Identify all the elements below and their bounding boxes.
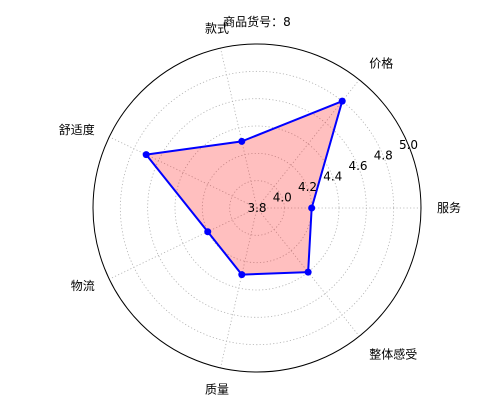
category-label: 价格 bbox=[369, 55, 393, 70]
polar-frame bbox=[92, 43, 422, 373]
radial-tick-label: 4.2 bbox=[298, 180, 317, 194]
radial-tick-label: 5.0 bbox=[399, 138, 418, 152]
data-point bbox=[338, 97, 346, 105]
angular-gridline bbox=[220, 207, 258, 368]
category-label: 质量 bbox=[205, 382, 229, 396]
data-point bbox=[238, 271, 246, 279]
category-label: 物流 bbox=[71, 279, 95, 293]
data-point bbox=[304, 268, 312, 276]
angular-gridline bbox=[109, 136, 258, 209]
data-point bbox=[238, 137, 246, 145]
data-point bbox=[308, 204, 316, 212]
series-fill bbox=[146, 101, 343, 275]
radial-tick-label: 4.6 bbox=[348, 159, 367, 173]
category-label: 整体感受 bbox=[369, 347, 417, 362]
angular-gridline bbox=[220, 48, 258, 209]
data-point bbox=[142, 151, 150, 159]
radial-tick-label: 4.4 bbox=[323, 170, 342, 184]
data-point bbox=[204, 228, 212, 236]
radial-tick-label: 4.0 bbox=[273, 191, 292, 205]
angular-gridline bbox=[109, 207, 258, 280]
series-line bbox=[145, 100, 344, 276]
category-label: 款式 bbox=[205, 22, 229, 36]
radial-tick-label: 3.8 bbox=[247, 201, 266, 215]
radial-tick-label: 4.8 bbox=[374, 149, 393, 163]
category-label: 服务 bbox=[437, 200, 461, 215]
series-layer bbox=[142, 97, 346, 279]
chart-title: 商品货号：8 bbox=[223, 14, 291, 29]
category-label: 舒适度 bbox=[59, 122, 95, 137]
